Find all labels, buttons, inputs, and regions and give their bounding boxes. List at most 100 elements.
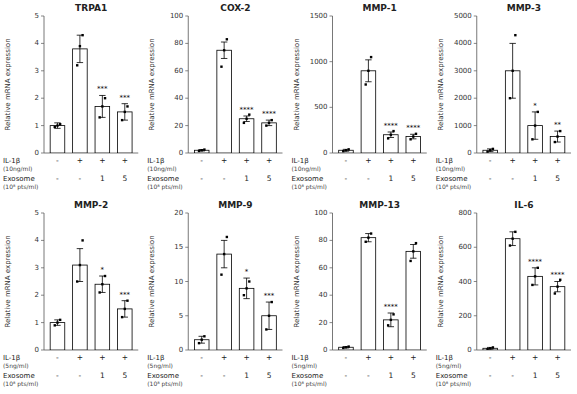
bar [262,123,277,153]
bar [217,50,232,153]
error-bar-cap [99,292,105,293]
y-tick-label: 2 [35,291,39,299]
data-point [537,267,539,269]
data-point [537,111,539,113]
error-bar-cap [554,131,560,132]
panel-title: TRPA1 [75,3,107,13]
condition-sublabel: (5ng/ml) [147,362,173,370]
panel: MMP-1Relative mRNA expression05001000150… [292,3,427,191]
significance-label: * [533,102,537,110]
error-bar-cap [77,62,83,63]
error-bar-cap [199,343,205,344]
error-bar-stem [269,302,270,329]
condition-entry: + [221,353,227,362]
data-point [245,118,247,120]
data-point [54,324,56,326]
condition-sublabel: (10⁸ pts/ml) [436,183,471,191]
condition-entry: - [511,174,514,183]
data-point [198,150,200,152]
condition-entry: - [200,156,203,165]
significance-label: * [101,266,105,274]
data-point [511,70,513,72]
panel-title: MMP-9 [218,200,252,210]
error-bar-cap [365,59,371,60]
error-bar [532,112,538,139]
data-point [556,135,558,137]
data-point [412,250,414,252]
error-bar-cap [243,298,249,299]
error-bar-cap [199,336,205,337]
condition-entry: - [223,371,226,380]
panel-title: IL-6 [514,200,533,210]
bar [95,284,110,350]
y-tick [41,43,44,44]
error-bar-cap [122,300,128,301]
y-axis-label: Relative mRNA expression [293,38,301,130]
marks [50,34,132,153]
panel-title: MMP-13 [359,200,400,210]
y-tick-label: 1 [35,319,39,327]
y-tick-label: 200 [458,312,471,320]
y-tick [330,322,333,323]
condition-entry: - [345,174,348,183]
error-bar-stem [57,123,58,128]
significance-label: *** [120,291,131,299]
condition-entry: + [221,156,227,165]
data-point [415,242,417,244]
y-tick [474,247,477,248]
y-tick [474,315,477,316]
data-point [79,264,81,266]
error-bar-cap [266,302,272,303]
data-point [534,124,536,126]
bar [384,135,399,153]
data-point [347,345,349,347]
y-tick-label: 1 [35,122,39,130]
error-bar-stem [557,131,558,142]
data-point [489,149,491,151]
bar [50,323,65,350]
y-tick-label: 500 [314,103,327,111]
condition-sublabel: (10⁸ pts/ml) [436,380,471,388]
condition-entry: + [510,353,516,362]
y-axis-label: Relative mRNA expression [293,235,301,327]
y-tick [474,43,477,44]
y-tick [41,350,44,351]
y-tick [185,98,188,99]
data-point [370,56,372,58]
significance-label: *** [120,94,131,102]
data-point [124,111,126,113]
error-bar-stem [269,120,270,125]
panel: TRPA1Relative mRNA expression012345*****… [3,3,138,191]
data-point [226,236,228,238]
data-point [265,124,267,126]
data-point [390,319,392,321]
y-tick-label: 800 [458,209,471,217]
condition-entry: + [243,353,249,362]
error-bar [388,313,394,327]
y-tick [41,98,44,99]
error-bar [122,104,128,120]
error-bar-cap [221,58,227,59]
y-tick [41,125,44,126]
y-axis-line [44,213,45,350]
condition-entry: - [489,353,492,362]
data-point [271,301,273,303]
condition-entry: - [511,371,514,380]
significance-label: *** [97,85,108,93]
condition-entry: 1 [388,371,393,380]
error-bar [509,232,515,246]
y-tick [330,213,333,214]
data-point [514,231,516,233]
data-point [121,316,123,318]
y-axis-label: Relative mRNA expression [148,235,156,327]
y-tick-label: 40 [319,291,328,299]
data-point [486,150,488,152]
y-tick-label: 1000 [454,122,472,130]
condition-sublabel: (10⁸ pts/ml) [3,380,38,388]
condition-entry: + [99,353,105,362]
condition-entry: + [266,156,272,165]
data-point [365,241,367,243]
y-tick [41,295,44,296]
error-bar-stem [102,276,103,292]
condition-entry: - [489,174,492,183]
